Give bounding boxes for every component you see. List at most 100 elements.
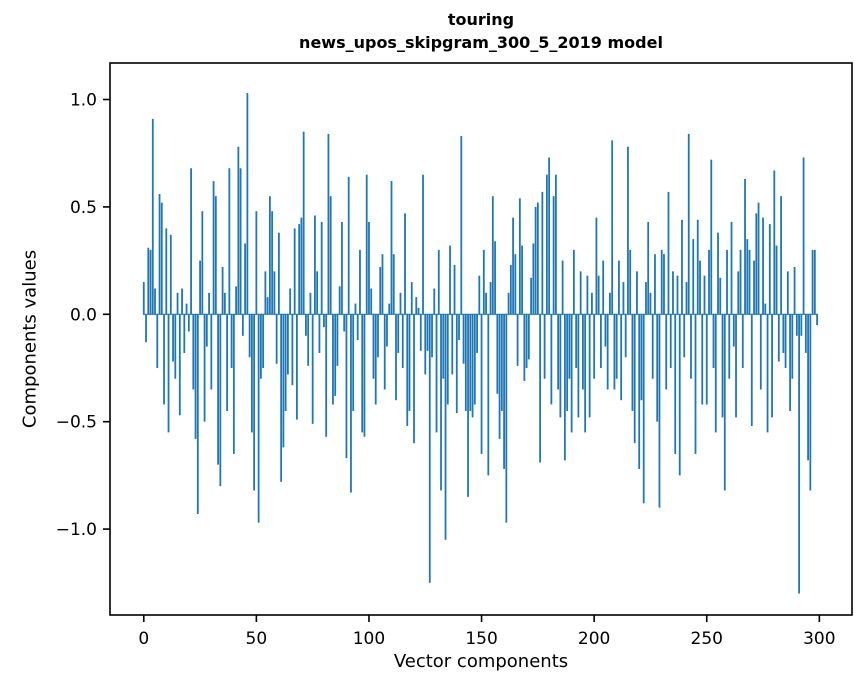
bar (210, 314, 213, 390)
bar (633, 314, 636, 444)
bar (764, 303, 767, 315)
bar (383, 314, 386, 390)
bar (284, 314, 287, 411)
bar (804, 314, 807, 353)
bar (451, 314, 454, 375)
bar (417, 307, 420, 315)
bar (602, 260, 605, 315)
bar (296, 314, 298, 420)
bar (390, 181, 393, 315)
bar (536, 202, 539, 315)
bar (431, 314, 433, 358)
bar (219, 314, 222, 487)
bar (552, 196, 555, 315)
bar (318, 314, 321, 353)
bar (287, 314, 289, 375)
bar (325, 314, 328, 437)
bar (717, 232, 719, 315)
bar (266, 297, 269, 315)
bar (151, 118, 154, 315)
bar (609, 292, 611, 315)
bar (678, 314, 681, 476)
bar (217, 314, 219, 465)
y-tick-label: −1.0 (56, 520, 97, 540)
bar (262, 314, 265, 368)
bar (237, 146, 240, 315)
bar (789, 314, 791, 411)
bar (350, 314, 352, 493)
bar (399, 292, 402, 315)
bar (757, 202, 760, 315)
bar (687, 133, 690, 315)
bar (708, 249, 710, 315)
bar (145, 314, 147, 343)
bar (739, 249, 742, 315)
bar (480, 314, 483, 454)
bar (453, 264, 456, 315)
bar (773, 170, 776, 315)
bar (543, 314, 546, 379)
bar (338, 286, 341, 315)
bar (572, 249, 575, 315)
bar (174, 314, 177, 379)
bar (142, 282, 145, 315)
bar (275, 314, 278, 364)
bar (568, 314, 571, 379)
bar (557, 314, 560, 390)
bar (518, 198, 521, 315)
bar (741, 314, 744, 368)
bar (593, 314, 596, 379)
bar (165, 228, 168, 315)
bar (372, 314, 375, 379)
bar (807, 314, 809, 461)
bar (550, 314, 553, 405)
bar (446, 314, 449, 405)
bar (246, 93, 249, 315)
bar (232, 314, 235, 454)
bar (811, 249, 814, 315)
bar (309, 292, 312, 315)
bar (464, 314, 467, 411)
bar (667, 191, 670, 315)
bar (509, 264, 512, 315)
bar (665, 314, 668, 390)
bar (548, 157, 551, 315)
bar (437, 249, 440, 315)
bar (669, 314, 672, 368)
bar (268, 196, 271, 315)
bar (629, 249, 632, 315)
bar (627, 146, 629, 315)
bar (230, 314, 233, 368)
bar (415, 297, 418, 315)
bar (809, 314, 812, 491)
bar (332, 314, 334, 405)
bar (561, 260, 564, 315)
bar (651, 314, 654, 379)
bar (289, 288, 292, 315)
bar (591, 292, 593, 315)
bar (663, 254, 665, 315)
bar (305, 314, 307, 336)
bar (516, 314, 519, 366)
bar (154, 288, 156, 315)
bar (771, 314, 773, 418)
bar (199, 260, 201, 315)
bar (419, 314, 422, 351)
bar (462, 314, 465, 364)
bar (611, 140, 614, 315)
bar (422, 174, 424, 315)
bar (579, 271, 582, 315)
bar (753, 260, 755, 315)
bar (647, 221, 650, 315)
bar (530, 277, 532, 315)
bar (505, 314, 508, 523)
bar (205, 314, 208, 347)
bar (786, 271, 789, 315)
bar (604, 314, 607, 347)
bar (642, 314, 645, 504)
bar (352, 314, 355, 411)
bar (730, 221, 733, 315)
bar (813, 249, 816, 315)
bar (768, 224, 771, 315)
bar (264, 271, 267, 315)
